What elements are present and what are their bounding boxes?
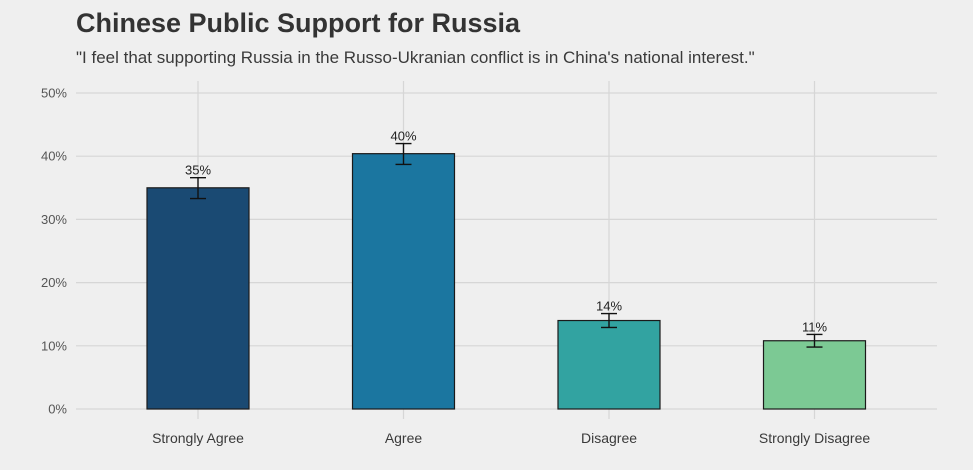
bar bbox=[557, 319, 661, 410]
data-label: 11% bbox=[802, 319, 827, 334]
bar bbox=[146, 187, 250, 410]
error-bar bbox=[806, 333, 823, 348]
chart-title: Chinese Public Support for Russia bbox=[76, 8, 521, 38]
y-tick-label: 30% bbox=[41, 212, 67, 227]
error-bar bbox=[190, 176, 206, 200]
y-tick-label: 0% bbox=[48, 402, 67, 417]
y-tick-label: 50% bbox=[41, 86, 67, 101]
chart-subtitle: "I feel that supporting Russia in the Ru… bbox=[76, 48, 755, 67]
error-bar bbox=[601, 312, 617, 329]
y-tick-label: 20% bbox=[41, 275, 67, 290]
x-category-label: Disagree bbox=[581, 430, 637, 446]
bar bbox=[351, 153, 456, 410]
y-tick-label: 10% bbox=[41, 338, 67, 353]
bar bbox=[762, 340, 867, 410]
labels-layer: 0% 10% 20% 30% 40% 50% 35% Strongly Agree 40% Agr… bbox=[41, 86, 870, 447]
x-category-label: Strongly Agree bbox=[152, 430, 244, 446]
data-label: 35% bbox=[185, 163, 211, 178]
y-tick-label: 40% bbox=[41, 149, 67, 164]
bars-layer bbox=[146, 142, 867, 410]
x-category-label: Agree bbox=[385, 430, 423, 446]
x-category-label: Strongly Disagree bbox=[759, 430, 870, 446]
data-label: 40% bbox=[390, 129, 416, 144]
error-bar bbox=[395, 142, 412, 166]
data-label: 14% bbox=[596, 299, 622, 314]
